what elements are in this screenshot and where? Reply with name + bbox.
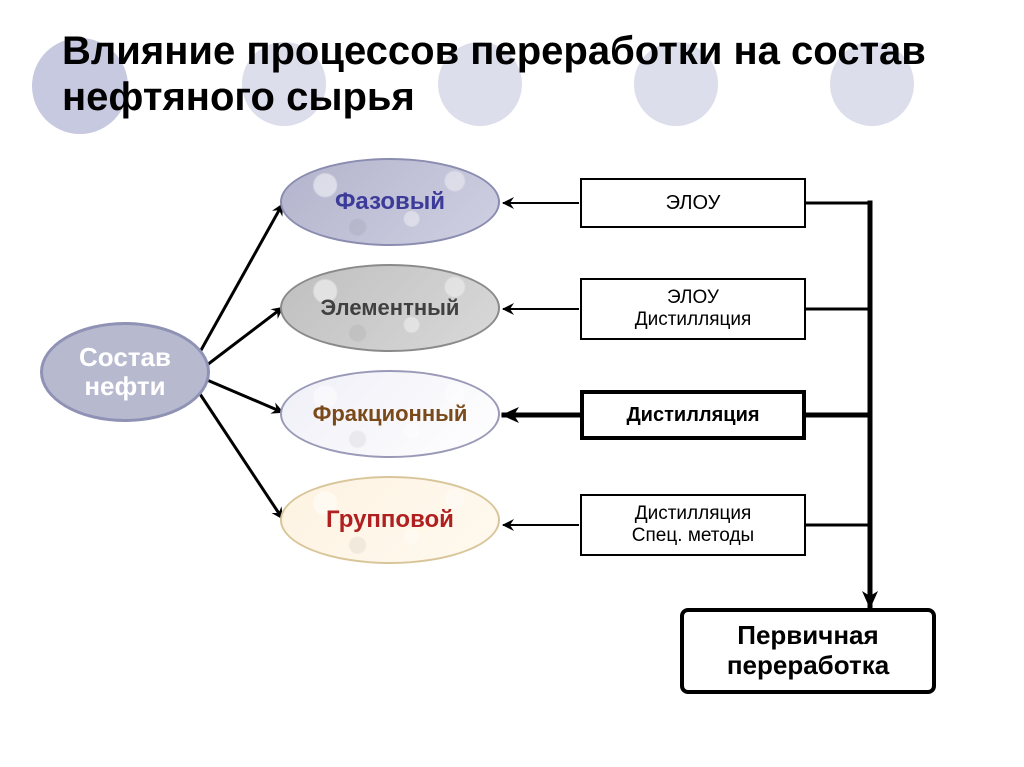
final-box-label: Первичнаяпереработка: [727, 621, 889, 681]
page-title: Влияние процессов переработки на состав …: [62, 28, 962, 120]
category-node-label: Групповой: [326, 506, 454, 534]
category-node-frac: Фракционный: [280, 370, 500, 458]
category-node-label: Фракционный: [313, 401, 468, 427]
process-box-p4: ДистилляцияСпец. методы: [580, 494, 806, 556]
page-title-text: Влияние процессов переработки на состав …: [62, 29, 926, 119]
process-box-label: ЭЛОУДистилляция: [635, 287, 752, 331]
process-box-p2: ЭЛОУДистилляция: [580, 278, 806, 340]
category-node-label: Элементный: [321, 295, 460, 321]
category-node-elem: Элементный: [280, 264, 500, 352]
source-node-label: Составнефти: [79, 343, 171, 400]
process-box-label: ЭЛОУ: [666, 192, 721, 215]
process-box-p3: Дистилляция: [580, 390, 806, 440]
process-box-label: ДистилляцияСпец. методы: [632, 503, 754, 547]
category-node-phase: Фазовый: [280, 158, 500, 246]
source-node: Составнефти: [40, 322, 210, 422]
category-node-label: Фазовый: [335, 188, 445, 216]
category-node-group: Групповой: [280, 476, 500, 564]
final-box: Первичнаяпереработка: [680, 608, 936, 694]
process-box-label: Дистилляция: [626, 404, 759, 427]
process-box-p1: ЭЛОУ: [580, 178, 806, 228]
